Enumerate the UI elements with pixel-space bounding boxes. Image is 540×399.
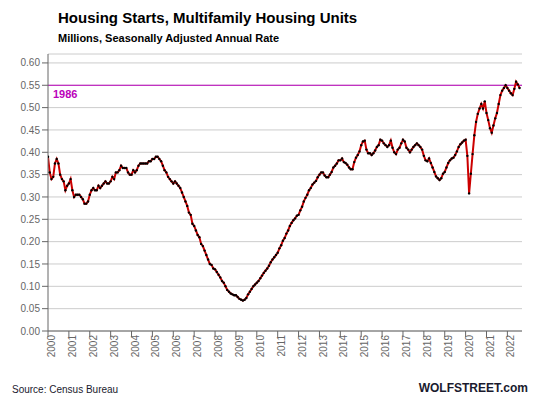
svg-text:0.15: 0.15: [21, 259, 41, 270]
svg-text:0.10: 0.10: [21, 281, 41, 292]
svg-text:2005: 2005: [151, 335, 162, 358]
svg-text:2007: 2007: [192, 335, 203, 358]
svg-text:2022: 2022: [505, 335, 516, 358]
svg-text:2009: 2009: [234, 335, 245, 358]
svg-text:2021: 2021: [485, 335, 496, 358]
svg-text:0.35: 0.35: [21, 169, 41, 180]
svg-text:2002: 2002: [88, 335, 99, 358]
svg-text:0.50: 0.50: [21, 102, 41, 113]
html-text:Source: Census Bureau: Source: Census Bureau: [12, 384, 119, 395]
svg-text:2011: 2011: [276, 335, 287, 357]
svg-text:2000: 2000: [46, 335, 57, 358]
svg-text:0.05: 0.05: [21, 303, 41, 314]
svg-text:1986: 1986: [53, 88, 77, 100]
svg-text:2016: 2016: [380, 335, 391, 358]
svg-text:2013: 2013: [318, 335, 329, 358]
svg-text:2018: 2018: [422, 335, 433, 358]
svg-text:0.30: 0.30: [21, 192, 41, 203]
svg-text:2019: 2019: [443, 335, 454, 358]
svg-text:0.00: 0.00: [21, 326, 41, 337]
svg-text:0.45: 0.45: [21, 125, 41, 136]
svg-text:2020: 2020: [464, 335, 475, 358]
svg-text:2010: 2010: [255, 335, 266, 358]
svg-text:2001: 2001: [67, 335, 78, 358]
svg-text:0.25: 0.25: [21, 214, 41, 225]
svg-text:0.40: 0.40: [21, 147, 41, 158]
svg-text:2012: 2012: [297, 335, 308, 358]
html-text:WOLFSTREET.com: WOLFSTREET.com: [418, 381, 528, 395]
svg-text:2004: 2004: [130, 335, 141, 358]
html-text:Millions, Seasonally Adjusted: Millions, Seasonally Adjusted Annual Rat…: [58, 32, 280, 44]
svg-text:2008: 2008: [213, 335, 224, 358]
svg-text:2015: 2015: [359, 335, 370, 358]
svg-text:2014: 2014: [338, 335, 349, 358]
svg-text:2006: 2006: [171, 335, 182, 358]
svg-text:2017: 2017: [401, 335, 412, 358]
svg-text:0.60: 0.60: [21, 57, 41, 68]
html-text:Housing Starts, Multifamily Ho: Housing Starts, Multifamily Housing Unit…: [58, 9, 358, 26]
svg-text:0.55: 0.55: [21, 80, 41, 91]
svg-text:0.20: 0.20: [21, 236, 41, 247]
svg-text:2003: 2003: [109, 335, 120, 358]
